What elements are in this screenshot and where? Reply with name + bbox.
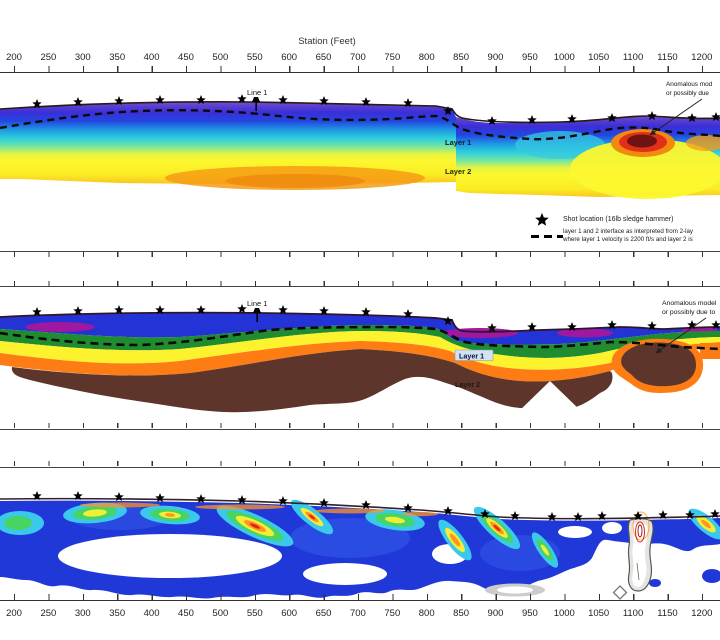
axis-tick-label: 500 bbox=[212, 608, 229, 619]
ground-surface-line bbox=[0, 311, 720, 333]
anomaly-annotation-line1: Anomalous mod bbox=[666, 81, 713, 88]
axis-tick-label: 750 bbox=[384, 52, 401, 63]
axis-tick-label: 250 bbox=[40, 52, 57, 63]
axis-tick-label: 650 bbox=[315, 608, 332, 619]
axis-tick-label: 250 bbox=[40, 608, 57, 619]
panel3-top-axis-ticks bbox=[13, 461, 720, 466]
bottom-axis-tick-labels: 200 250 300 350 400 450 500 550 600 650 700 750 800 8… bbox=[0, 608, 719, 619]
axis-tick-label: 300 bbox=[74, 608, 91, 619]
axis-tick-label: 400 bbox=[143, 52, 160, 63]
axis-tick-label: 900 bbox=[487, 608, 504, 619]
axis-tick-label: 200 bbox=[6, 608, 22, 619]
axis-tick-label: 1200 bbox=[691, 608, 713, 619]
axis-tick-label: 1200 bbox=[691, 52, 713, 63]
legend-star-icon bbox=[535, 212, 549, 226]
line1-pin bbox=[252, 97, 260, 111]
top-axis-line bbox=[0, 72, 720, 73]
layer1-label: Layer 1 bbox=[445, 138, 471, 147]
anomaly-annotation-arrow bbox=[655, 317, 707, 354]
top-axis-tick-labels: 200 250 300 350 400 450 500 550 600 650 700 750 800 8… bbox=[0, 52, 719, 63]
axis-tick-label: 950 bbox=[521, 608, 538, 619]
velocity-anomaly bbox=[611, 129, 675, 157]
ground-surface-line bbox=[0, 101, 720, 124]
anomaly-annotation-line2: or possibly due bbox=[666, 90, 709, 97]
axis-tick-label: 1100 bbox=[622, 608, 644, 619]
bottom-axis-ticks bbox=[13, 594, 720, 600]
line1-label: Line 1 bbox=[247, 299, 267, 308]
interface-dashed-line bbox=[0, 325, 720, 351]
axis-tick-label: 1050 bbox=[588, 608, 610, 619]
axis-tick-label: 450 bbox=[178, 52, 194, 63]
layer1-label: Layer 1 bbox=[459, 352, 484, 361]
axis-tick-label: 600 bbox=[281, 608, 298, 619]
panel1-velocity-tomogram: Line 1 Layer 1 Layer 2 Anomalous mod or … bbox=[0, 81, 720, 199]
axis-tick-label: 900 bbox=[487, 52, 504, 63]
axis-tick-label: 1100 bbox=[622, 52, 644, 63]
axis-tick-label: 1000 bbox=[553, 52, 575, 63]
legend-interface-label-2: where layer 1 velocity is 2200 ft/s and … bbox=[563, 236, 693, 243]
axis-tick-label: 1000 bbox=[553, 608, 575, 619]
tomogram-body bbox=[0, 101, 720, 199]
panel1-bottom-axis-line bbox=[0, 251, 720, 252]
axis-tick-label: 550 bbox=[246, 52, 263, 63]
legend-shot-label: Shot location (16lb sledge hammer) bbox=[563, 216, 674, 223]
axis-tick-label: 1150 bbox=[657, 608, 678, 619]
model-layers bbox=[0, 312, 720, 415]
axis-tick-label: 850 bbox=[453, 608, 470, 619]
axis-tick-label: 1150 bbox=[657, 52, 678, 63]
axis-tick-label: 800 bbox=[418, 52, 435, 63]
layer2-label: Layer 2 bbox=[445, 167, 471, 176]
axis-tick-label: 1050 bbox=[588, 52, 610, 63]
axis-tick-label: 400 bbox=[143, 608, 160, 619]
axis-tick-label: 500 bbox=[212, 52, 229, 63]
line1-label: Line 1 bbox=[247, 88, 267, 97]
legend-interface-label-1: layer 1 and 2 interface as interpreted f… bbox=[563, 228, 694, 235]
interface-dashed-line bbox=[0, 109, 720, 141]
coverage-body bbox=[0, 500, 720, 599]
panel2-layered-model: Line 1 Layer 1 Layer 2 Anomalous model o… bbox=[0, 299, 720, 415]
axis-tick-label: 750 bbox=[384, 608, 401, 619]
panel2-bottom-axis-line bbox=[0, 429, 720, 430]
panel2-bottom-axis-ticks bbox=[13, 423, 720, 428]
axis-tick-label: 850 bbox=[453, 52, 470, 63]
panel1-bottom-axis-ticks bbox=[13, 252, 720, 257]
anomalous-body bbox=[611, 338, 720, 393]
anomaly-annotation-line2: or possibly due to bbox=[662, 309, 715, 316]
axis-tick-label: 800 bbox=[418, 608, 435, 619]
panel3-ray-coverage bbox=[0, 491, 720, 600]
layer1-label-box: Layer 1 bbox=[454, 349, 494, 361]
axis-tick-label: 200 bbox=[6, 52, 22, 63]
anomaly-annotation-line1: Anomalous model bbox=[662, 300, 717, 307]
bottom-axis-line bbox=[0, 600, 720, 601]
panel2-top-axis-line bbox=[0, 286, 720, 287]
layer2-label: Layer 2 bbox=[455, 380, 480, 389]
axis-tick-label: 550 bbox=[246, 608, 263, 619]
grey-low-coverage-feature bbox=[627, 511, 654, 592]
axis-tick-label: 650 bbox=[315, 52, 332, 63]
anomaly-annotation-arrow bbox=[649, 98, 703, 136]
axis-tick-label: 700 bbox=[349, 52, 366, 63]
axis-tick-label: 450 bbox=[178, 608, 194, 619]
line1-pin bbox=[253, 308, 261, 322]
legend: Shot location (16lb sledge hammer) layer… bbox=[525, 208, 720, 250]
axis-tick-label: 950 bbox=[521, 52, 538, 63]
axis-tick-label: 300 bbox=[74, 52, 91, 63]
panel2-top-axis-ticks bbox=[13, 281, 720, 286]
legend-dashed-line-icon bbox=[531, 235, 563, 239]
top-axis-ticks bbox=[13, 66, 720, 72]
contour-clusters bbox=[0, 499, 720, 597]
axis-tick-label: 350 bbox=[109, 52, 126, 63]
axis-tick-label: 700 bbox=[349, 608, 366, 619]
x-axis-title: Station (Feet) bbox=[298, 36, 356, 47]
axis-tick-label: 350 bbox=[109, 608, 126, 619]
panel3-top-axis-line bbox=[0, 467, 720, 468]
axis-tick-label: 600 bbox=[281, 52, 298, 63]
